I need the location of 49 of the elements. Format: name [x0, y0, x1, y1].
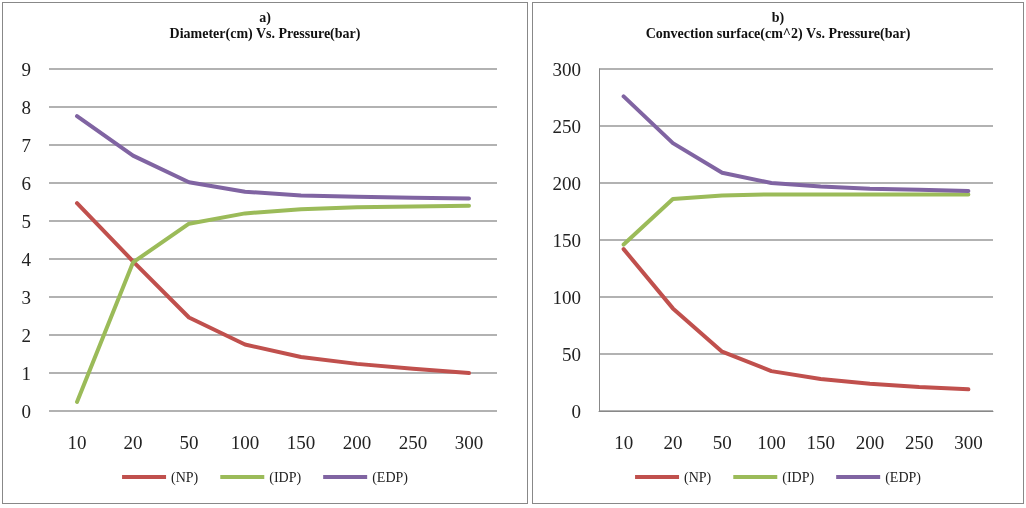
y-tick-label: 5 — [21, 210, 31, 232]
x-tick-label: 250 — [904, 432, 934, 453]
legend-label: (NP) — [171, 469, 199, 486]
y-tick-label: 250 — [552, 115, 581, 137]
x-tick-label: 50 — [179, 432, 199, 453]
legend-label: (IDP) — [269, 469, 302, 486]
y-tick-label: 300 — [552, 58, 581, 80]
line-series — [621, 247, 971, 392]
x-tick-label: 20 — [123, 432, 143, 453]
x-tick-label: 250 — [398, 432, 428, 453]
y-tick-label: 100 — [552, 286, 581, 308]
line-series — [75, 201, 471, 375]
chart-subtitle: Convection surface(cm^2) Vs. Pressure(bar) — [645, 25, 911, 42]
y-tick-label: 150 — [552, 229, 581, 251]
legend-label: (EDP) — [885, 469, 922, 486]
chart-title: b) — [771, 9, 785, 26]
y-tick-label: 8 — [21, 96, 31, 118]
legend-label: (NP) — [684, 469, 712, 486]
y-tick-label: 50 — [562, 343, 581, 365]
x-tick-label: 50 — [712, 432, 732, 453]
x-tick-label: 200 — [342, 432, 372, 453]
y-tick-label: 0 — [21, 400, 31, 422]
y-tick-label: 6 — [21, 172, 31, 194]
x-tick-label: 300 — [454, 432, 484, 453]
legend-label: (IDP) — [782, 469, 815, 486]
x-tick-label: 200 — [855, 432, 885, 453]
x-tick-label: 150 — [286, 432, 316, 453]
line-series — [75, 203, 471, 404]
y-tick-label: 4 — [21, 248, 32, 270]
x-tick-label: 10 — [614, 432, 634, 453]
y-tick-label: 1 — [21, 362, 31, 384]
y-tick-label: 3 — [21, 286, 31, 308]
line-series — [621, 94, 971, 193]
legend-label: (EDP) — [372, 469, 409, 486]
x-tick-label: 100 — [757, 432, 786, 453]
y-tick-label: 2 — [21, 324, 31, 346]
line-series — [75, 114, 471, 201]
x-tick-label: 150 — [806, 432, 835, 453]
chart-title: a) — [259, 9, 272, 26]
x-tick-label: 300 — [954, 432, 983, 453]
chart-subtitle: Diameter(cm) Vs. Pressure(bar) — [169, 25, 361, 42]
x-tick-label: 10 — [67, 432, 87, 453]
y-tick-label: 200 — [552, 172, 581, 194]
x-tick-label: 20 — [663, 432, 683, 453]
line-series — [621, 192, 971, 247]
y-tick-label: 9 — [21, 58, 31, 80]
y-tick-label: 7 — [21, 134, 31, 156]
x-tick-label: 100 — [230, 432, 260, 453]
y-tick-label: 0 — [571, 400, 581, 422]
